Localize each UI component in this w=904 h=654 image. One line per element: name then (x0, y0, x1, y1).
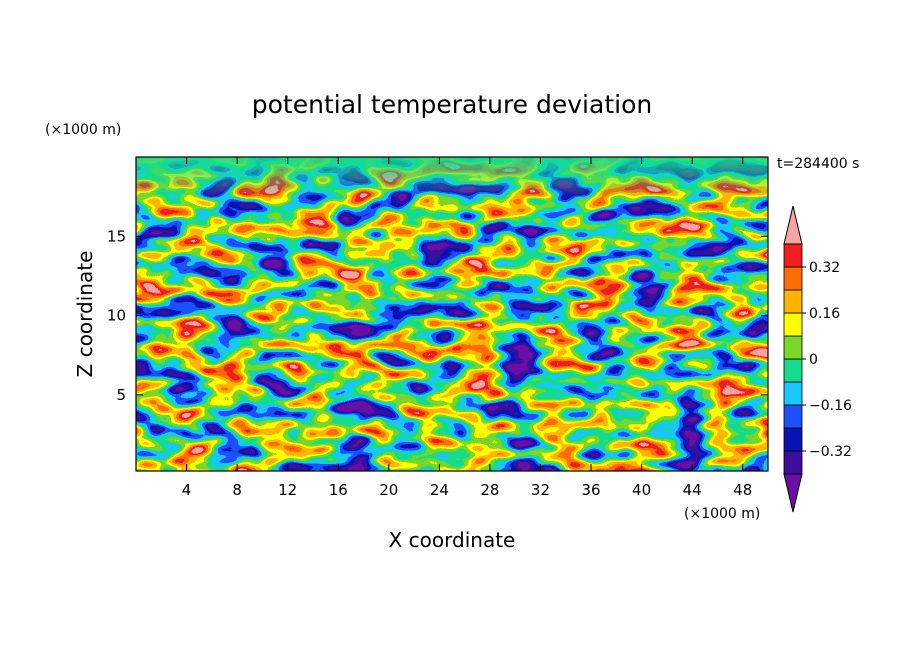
x-tick-label: 48 (733, 481, 752, 499)
x-tick-label: 24 (430, 481, 449, 499)
x-tick-label: 16 (329, 481, 348, 499)
colorbar-max-arrow (783, 205, 803, 245)
x-tick-label: 32 (531, 481, 550, 499)
colorbar-segment (783, 450, 803, 475)
colorbar-segment (783, 427, 803, 452)
plot-frame (135, 156, 769, 472)
x-tick-label: 44 (683, 481, 702, 499)
y-tick-label: 5 (116, 386, 126, 404)
x-axis-label: X coordinate (389, 528, 516, 552)
y-tick-label: 10 (107, 307, 126, 325)
colorbar-segment (783, 358, 803, 383)
x-tick-label: 20 (379, 481, 398, 499)
contour-field (136, 157, 768, 471)
x-tick-label: 28 (480, 481, 499, 499)
x-axis: 4 8 12 16 20 24 28 32 36 40 44 48 (182, 157, 752, 499)
y-unit-label: (×1000 m) (45, 122, 121, 138)
colorbar-segment (783, 404, 803, 429)
colorbar-segment (783, 335, 803, 360)
colorbar-segment (783, 381, 803, 406)
contour-texture (136, 157, 768, 471)
x-tick-label: 4 (182, 481, 192, 499)
y-axis: 5 10 15 (107, 227, 768, 404)
time-label: t=284400 s (777, 156, 859, 172)
colorbar-tick-label: −0.32 (809, 444, 852, 460)
colorbar: −0.32 −0.16 0 0.16 0.32 (783, 205, 852, 513)
upper-layer-band (136, 157, 768, 197)
colorbar-tick-label: 0.32 (809, 260, 840, 276)
x-tick-label: 12 (278, 481, 297, 499)
chart-title: potential temperature deviation (252, 90, 652, 119)
colorbar-tick-label: 0 (809, 352, 818, 368)
y-axis-label: Z coordinate (73, 251, 97, 378)
x-tick-label: 40 (632, 481, 651, 499)
colorbar-tick-label: 0.16 (809, 306, 840, 322)
y-tick-label: 15 (107, 227, 126, 245)
colorbar-segment (783, 289, 803, 314)
colorbar-segment (783, 243, 803, 268)
x-tick-label: 36 (581, 481, 600, 499)
x-unit-label: (×1000 m) (684, 506, 760, 522)
x-tick-label: 8 (232, 481, 242, 499)
colorbar-tick-label: −0.16 (809, 398, 852, 414)
colorbar-segment (783, 266, 803, 291)
colorbar-segment (783, 312, 803, 337)
colorbar-min-arrow (783, 473, 803, 513)
